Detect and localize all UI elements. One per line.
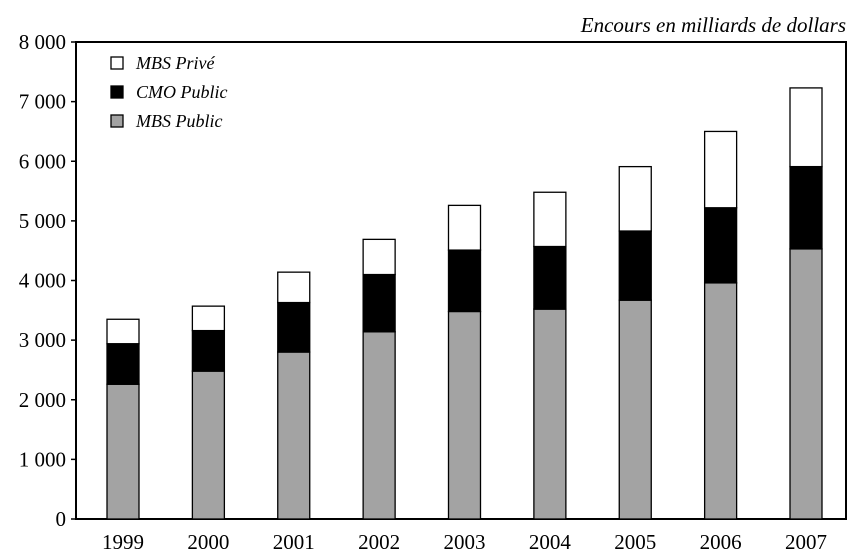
bar-segment-mbs-public-2007 (789, 248, 823, 520)
bar-segment-mbs-priv--1999 (106, 318, 140, 345)
bar-segment-mbs-priv--2005 (618, 165, 652, 232)
bar-segment-cmo-public-2002 (362, 273, 396, 333)
bar-segment-cmo-public-2006 (703, 207, 738, 284)
x-tick-label-2003: 2003 (444, 530, 486, 552)
y-axis: 0 1 000 2 000 3 000 4 000 5 000 6 000 7 000 8 00… (19, 30, 76, 531)
x-tick-label-2005: 2005 (614, 530, 656, 552)
bar-segment-mbs-priv--2004 (533, 191, 567, 248)
x-tick-label-2007: 2007 (785, 530, 827, 552)
y-tick-label: 2 000 (19, 388, 66, 412)
x-axis: 1999 2000 2001 2002 2003 2004 2005 2006 2007 (102, 530, 827, 554)
bar-segment-mbs-priv--2002 (362, 238, 396, 276)
legend: MBS Privé CMO Public MBS Public (110, 53, 228, 131)
x-tick-label-2000: 2000 (187, 530, 229, 552)
y-tick-label: 4 000 (19, 269, 66, 293)
bar-segment-cmo-public-2001 (277, 301, 311, 353)
bar-segment-cmo-public-2004 (533, 245, 567, 310)
x-tick-label-2002: 2002 (358, 530, 400, 552)
bar-segment-mbs-priv--2007 (789, 87, 823, 168)
bar-segment-mbs-priv--2003 (447, 204, 482, 251)
legend-swatch-cmo-public (110, 85, 124, 99)
bar-segment-mbs-priv--2000 (191, 305, 226, 332)
bar-segment-mbs-public-2003 (447, 310, 482, 520)
bar-segment-mbs-public-2001 (277, 351, 311, 520)
bar-segment-cmo-public-2003 (447, 249, 482, 313)
bar-segment-mbs-priv--2006 (703, 130, 738, 209)
x-tick-label-1999: 1999 (102, 530, 144, 552)
x-tick-label-2006: 2006 (700, 530, 742, 552)
legend-swatch-mbs-priv- (110, 56, 124, 70)
y-tick-label: 1 000 (19, 447, 66, 471)
x-tick-label-2004: 2004 (529, 530, 572, 552)
bar-segment-cmo-public-2007 (789, 165, 823, 250)
chart-subtitle: Encours en milliards de dollars (580, 13, 846, 37)
bar-segment-mbs-priv--2001 (277, 271, 311, 304)
legend-swatch-mbs-public (110, 114, 124, 128)
bars-group (106, 87, 823, 520)
bar-segment-cmo-public-2000 (191, 329, 226, 372)
legend-label-mbs-priv-: MBS Privé (135, 53, 215, 73)
bar-segment-mbs-public-2000 (191, 370, 226, 520)
bar-segment-mbs-public-2004 (533, 308, 567, 520)
y-tick-label: 7 000 (19, 90, 66, 114)
bar-segment-cmo-public-1999 (106, 343, 140, 385)
y-tick-label: 5 000 (19, 209, 66, 233)
bar-segment-mbs-public-2002 (362, 331, 396, 520)
bar-segment-mbs-public-2005 (618, 299, 652, 520)
y-tick-label: 3 000 (19, 328, 66, 352)
x-tick-label-2001: 2001 (273, 530, 315, 552)
y-tick-label: 6 000 (19, 149, 66, 173)
y-tick-label: 0 (56, 507, 67, 531)
y-tick-label: 8 000 (19, 30, 66, 54)
legend-label-cmo-public: CMO Public (136, 82, 228, 102)
legend-label-mbs-public: MBS Public (135, 111, 222, 131)
bar-segment-mbs-public-1999 (106, 383, 140, 520)
bar-segment-mbs-public-2006 (703, 282, 738, 520)
bar-segment-cmo-public-2005 (618, 230, 652, 301)
